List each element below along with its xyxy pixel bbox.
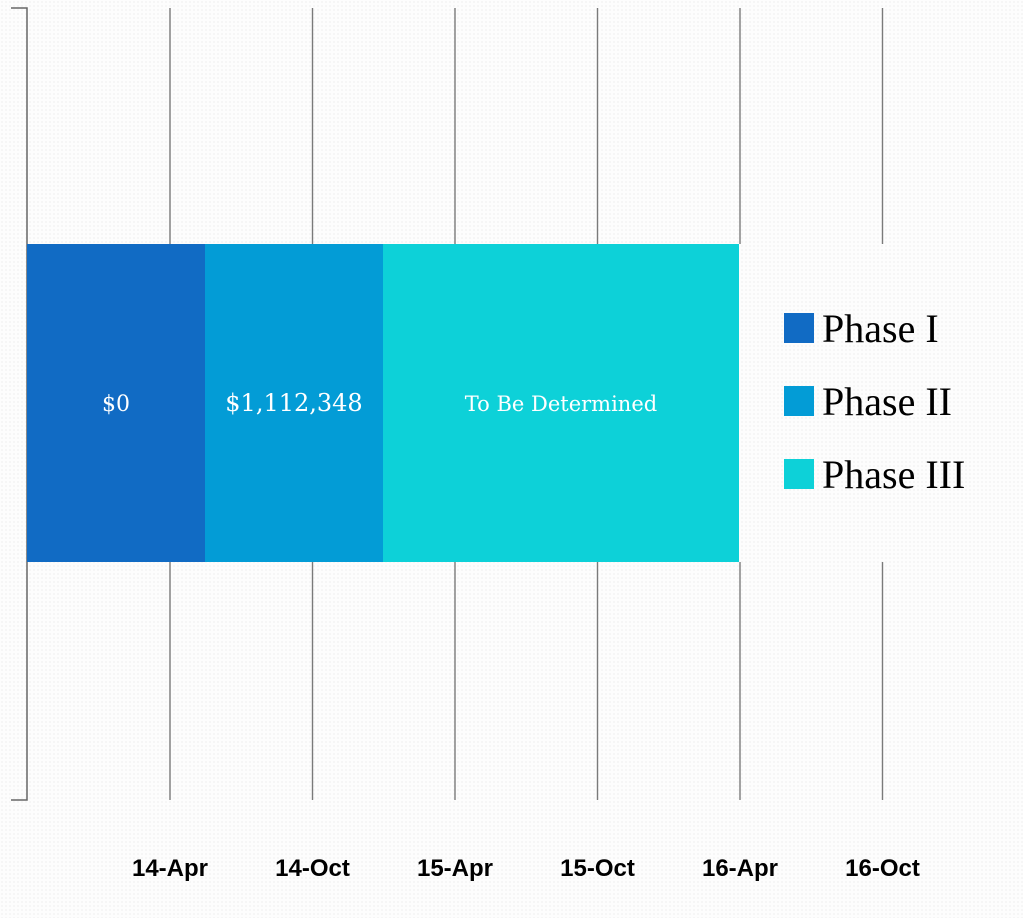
legend-label-phase-ii: Phase II xyxy=(822,379,952,424)
x-tick-label: 16-Oct xyxy=(845,855,920,882)
legend-label-phase-i: Phase I xyxy=(822,306,939,351)
bar-phase-iii xyxy=(383,244,739,562)
x-tick-label: 15-Oct xyxy=(560,855,635,882)
x-axis-ticks: 14-Apr 14-Oct 15-Apr 15-Oct 16-Apr 16-Oct xyxy=(132,855,920,882)
x-tick-label: 14-Oct xyxy=(275,855,350,882)
legend-label-phase-iii: Phase III xyxy=(822,452,965,497)
gridlines xyxy=(169,8,884,800)
bar-phase-ii xyxy=(205,244,383,562)
x-tick-label: 15-Apr xyxy=(417,855,493,882)
data-label-phase-iii: To Be Determined xyxy=(465,392,657,416)
x-tick-label: 14-Apr xyxy=(132,855,208,882)
legend-swatch-phase-iii xyxy=(784,459,814,489)
x-tick-label: 16-Apr xyxy=(702,855,778,882)
legend-swatch-phase-i xyxy=(784,313,814,343)
data-label-phase-ii: $1,112,348 xyxy=(225,389,362,417)
bar-phase-i xyxy=(27,244,205,562)
legend: Phase I Phase II Phase III xyxy=(784,306,965,497)
bar-group: $0 $1,112,348 To Be Determined xyxy=(27,244,739,562)
data-label-phase-i: $0 xyxy=(102,392,130,417)
legend-swatch-phase-ii xyxy=(784,386,814,416)
axis-bracket xyxy=(11,7,28,801)
